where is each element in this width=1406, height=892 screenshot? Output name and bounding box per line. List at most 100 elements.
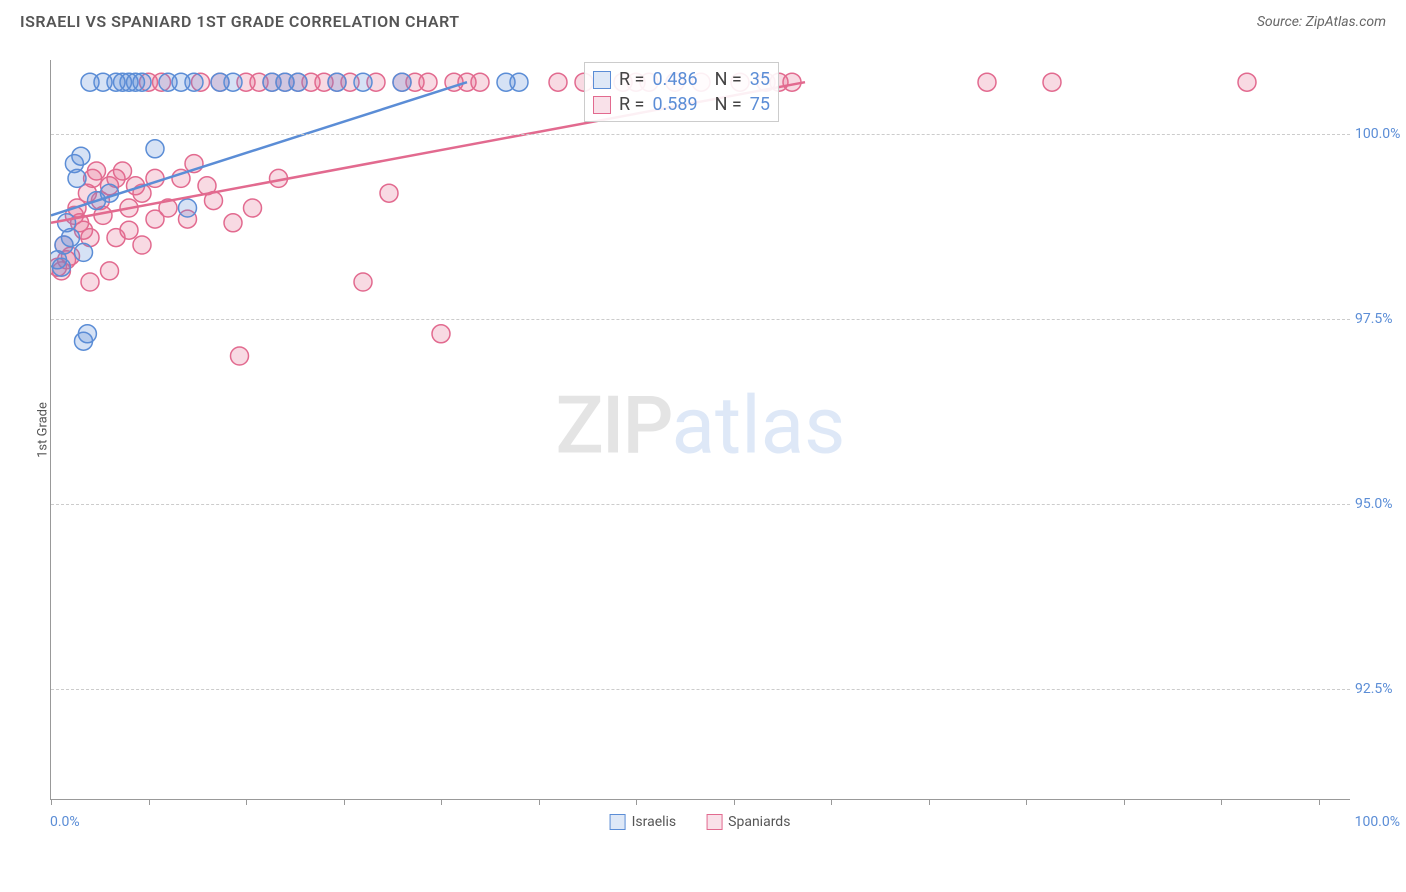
scatter-point bbox=[263, 73, 281, 91]
scatter-point bbox=[159, 73, 177, 91]
scatter-point bbox=[65, 155, 83, 173]
chart-title: ISRAELI VS SPANIARD 1ST GRADE CORRELATIO… bbox=[20, 12, 460, 31]
scatter-point bbox=[471, 73, 489, 91]
scatter-point bbox=[78, 184, 96, 202]
scatter-point bbox=[205, 192, 223, 210]
scatter-point bbox=[114, 162, 132, 180]
scatter-point bbox=[270, 169, 288, 187]
y-tick-label: 100.0% bbox=[1355, 126, 1406, 142]
scatter-point bbox=[315, 73, 333, 91]
legend-n-label: N = bbox=[706, 69, 742, 90]
scatter-point bbox=[192, 73, 210, 91]
scatter-point bbox=[231, 347, 249, 365]
scatter-point bbox=[185, 73, 203, 91]
watermark: ZIPatlas bbox=[556, 378, 846, 472]
scatter-point bbox=[172, 73, 190, 91]
scatter-point bbox=[94, 206, 112, 224]
scatter-point bbox=[114, 73, 132, 91]
scatter-point bbox=[328, 73, 346, 91]
scatter-point bbox=[62, 247, 80, 265]
scatter-point bbox=[81, 73, 99, 91]
legend-swatch bbox=[593, 96, 611, 114]
gridline-h bbox=[51, 504, 1350, 505]
scatter-point bbox=[58, 251, 76, 269]
scatter-point bbox=[224, 214, 242, 232]
scatter-point bbox=[133, 236, 151, 254]
legend-swatch bbox=[706, 814, 722, 830]
scatter-point bbox=[289, 73, 307, 91]
scatter-point bbox=[1043, 73, 1061, 91]
scatter-point bbox=[55, 236, 73, 254]
bottom-legend-label: Spaniards bbox=[728, 814, 790, 830]
scatter-point bbox=[120, 199, 138, 217]
scatter-point bbox=[120, 221, 138, 239]
scatter-point bbox=[263, 73, 281, 91]
scatter-point bbox=[354, 73, 372, 91]
scatter-point bbox=[146, 169, 164, 187]
scatter-point bbox=[81, 229, 99, 247]
scatter-point bbox=[432, 325, 450, 343]
x-tick bbox=[636, 799, 637, 805]
bottom-legend-item: Israelis bbox=[610, 814, 677, 830]
scatter-point bbox=[107, 169, 125, 187]
legend-n-value: 35 bbox=[750, 69, 770, 90]
scatter-point bbox=[127, 177, 145, 195]
scatter-point bbox=[237, 73, 255, 91]
x-tick bbox=[539, 799, 540, 805]
y-tick-label: 92.5% bbox=[1355, 681, 1406, 697]
scatter-point bbox=[107, 73, 125, 91]
scatter-point bbox=[91, 192, 109, 210]
scatter-point bbox=[198, 177, 216, 195]
legend-n-label: N = bbox=[706, 94, 742, 115]
scatter-point bbox=[71, 214, 89, 232]
scatter-point bbox=[341, 73, 359, 91]
scatter-point bbox=[354, 273, 372, 291]
x-tick bbox=[1026, 799, 1027, 805]
legend-r-label: R = bbox=[619, 94, 644, 115]
scatter-point bbox=[133, 184, 151, 202]
scatter-point bbox=[88, 162, 106, 180]
scatter-point bbox=[510, 73, 528, 91]
y-axis-title: 1st Grade bbox=[35, 402, 50, 458]
scatter-point bbox=[133, 73, 151, 91]
bottom-legend: Israelis Spaniards bbox=[610, 814, 791, 830]
x-tick bbox=[441, 799, 442, 805]
scatter-point bbox=[445, 73, 463, 91]
x-axis-min-label: 0.0% bbox=[50, 814, 80, 830]
scatter-point bbox=[101, 262, 119, 280]
scatter-point bbox=[211, 73, 229, 91]
x-tick bbox=[51, 799, 52, 805]
chart-header: ISRAELI VS SPANIARD 1ST GRADE CORRELATIO… bbox=[0, 0, 1406, 41]
scatter-point bbox=[1238, 73, 1256, 91]
scatter-point bbox=[55, 236, 73, 254]
x-tick bbox=[831, 799, 832, 805]
legend-swatch bbox=[593, 71, 611, 89]
plot-region: ZIPatlas 100.0%97.5%95.0%92.5%R = 0.486 … bbox=[50, 60, 1350, 800]
scatter-point bbox=[179, 210, 197, 228]
scatter-point bbox=[289, 73, 307, 91]
x-tick bbox=[246, 799, 247, 805]
gridline-h bbox=[51, 134, 1350, 135]
scatter-point bbox=[159, 199, 177, 217]
scatter-point bbox=[224, 73, 242, 91]
scatter-point bbox=[497, 73, 515, 91]
scatter-point bbox=[211, 73, 229, 91]
scatter-point bbox=[406, 73, 424, 91]
scatter-point bbox=[978, 73, 996, 91]
scatter-point bbox=[367, 73, 385, 91]
scatter-point bbox=[549, 73, 567, 91]
watermark-zip: ZIP bbox=[556, 378, 672, 472]
gridline-h bbox=[51, 319, 1350, 320]
scatter-point bbox=[52, 258, 70, 276]
scatter-point bbox=[51, 258, 67, 276]
scatter-point bbox=[88, 192, 106, 210]
scatter-point bbox=[276, 73, 294, 91]
x-tick bbox=[929, 799, 930, 805]
scatter-point bbox=[380, 184, 398, 202]
x-tick bbox=[1124, 799, 1125, 805]
x-axis-max-label: 100.0% bbox=[1355, 814, 1400, 830]
scatter-point bbox=[101, 184, 119, 202]
legend-r-label: R = bbox=[619, 69, 644, 90]
scatter-point bbox=[140, 73, 158, 91]
x-tick bbox=[734, 799, 735, 805]
